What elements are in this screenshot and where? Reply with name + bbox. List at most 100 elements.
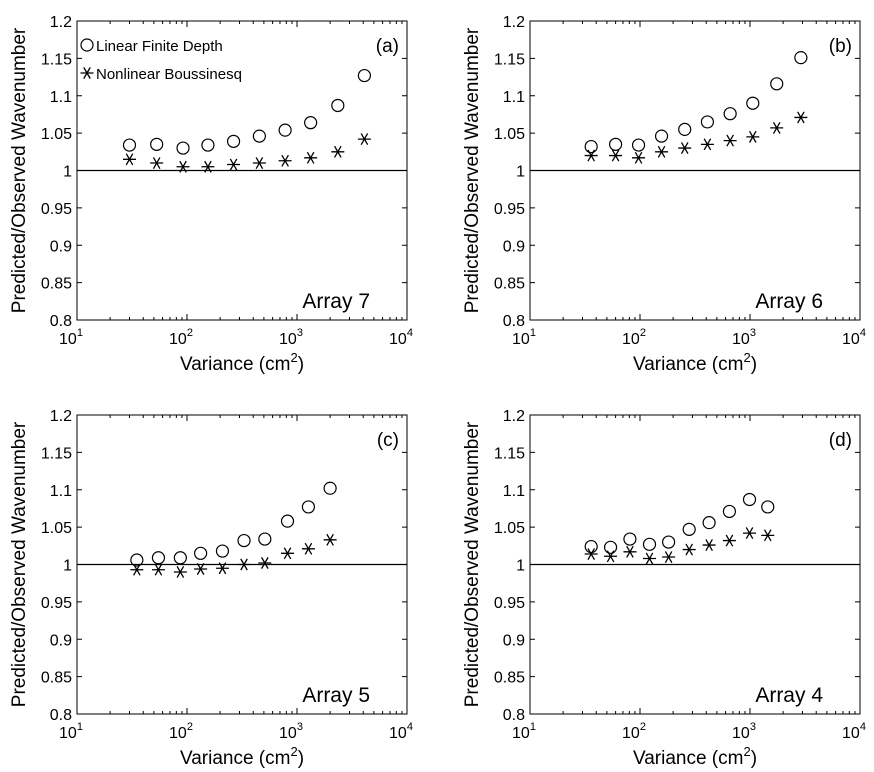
y-tick-label: 0.8 xyxy=(503,707,525,724)
x-tick-label: 102 xyxy=(622,327,646,348)
data-point-asterisk xyxy=(130,563,144,576)
series-nonlinear-boussinesq xyxy=(122,133,371,173)
data-point-asterisk xyxy=(662,551,676,563)
data-point-circle xyxy=(237,533,251,548)
data-point-asterisk xyxy=(173,566,187,578)
data-point-circle xyxy=(700,115,715,129)
data-point-asterisk xyxy=(655,145,669,158)
panel-label: (d) xyxy=(829,430,852,451)
y-tick-label: 1 xyxy=(63,558,72,575)
y-tick-label: 0.85 xyxy=(494,670,525,687)
data-point-circle xyxy=(702,516,716,530)
x-tick-label: 102 xyxy=(169,327,193,348)
data-point-circle xyxy=(746,96,760,110)
panel-label: (c) xyxy=(377,430,399,451)
data-point-circle xyxy=(603,540,618,554)
data-point-circle xyxy=(623,532,637,546)
y-tick-label: 0.9 xyxy=(50,632,72,649)
series-nonlinear-boussinesq xyxy=(584,527,775,565)
x-tick-label: 103 xyxy=(279,327,303,348)
data-point-circle xyxy=(742,492,757,507)
y-tick-label: 0.95 xyxy=(494,595,525,612)
data-point-asterisk xyxy=(770,121,784,134)
data-point-circle xyxy=(608,137,623,151)
series-linear-finite-depth xyxy=(130,481,337,567)
y-tick-label: 0.9 xyxy=(503,632,525,649)
y-tick-label: 0.85 xyxy=(41,276,72,293)
y-tick-label: 1.2 xyxy=(503,408,525,425)
data-point-asterisk xyxy=(722,534,736,547)
x-axis-label: Variance (cm2) xyxy=(180,350,304,375)
y-tick-label: 1.1 xyxy=(50,483,72,500)
series-linear-finite-depth xyxy=(584,492,775,554)
series-nonlinear-boussinesq xyxy=(130,533,337,578)
x-tick-label: 102 xyxy=(622,721,646,742)
data-point-asterisk xyxy=(122,153,136,166)
data-point-asterisk xyxy=(215,562,229,575)
data-point-asterisk xyxy=(237,558,251,571)
y-axis-label: Predicted/Observed Wavenumber xyxy=(462,27,483,313)
data-point-circle xyxy=(301,500,316,514)
data-point-circle xyxy=(176,141,190,155)
data-point-asterisk xyxy=(176,160,190,173)
data-point-circle xyxy=(215,544,230,558)
data-point-circle xyxy=(584,139,598,154)
data-point-asterisk xyxy=(278,154,292,167)
data-point-circle xyxy=(151,551,166,565)
data-point-circle xyxy=(304,116,318,130)
data-point-circle xyxy=(258,532,272,546)
y-tick-label: 0.95 xyxy=(41,201,72,218)
data-point-circle xyxy=(662,535,676,549)
y-tick-label: 0.9 xyxy=(503,238,525,255)
data-point-asterisk xyxy=(258,557,272,569)
data-point-asterisk xyxy=(252,157,266,169)
data-point-circle xyxy=(323,481,337,495)
panel-label: (b) xyxy=(829,36,852,57)
data-point-circle xyxy=(150,137,164,151)
x-tick-label: 102 xyxy=(169,721,193,742)
y-tick-label: 1.15 xyxy=(41,445,72,462)
x-axis-label: Variance (cm2) xyxy=(633,744,757,769)
x-tick-label: 104 xyxy=(842,327,866,348)
data-point-circle xyxy=(280,514,295,528)
panel-label: (a) xyxy=(376,36,399,57)
data-point-asterisk xyxy=(723,134,737,147)
data-point-circle xyxy=(682,522,696,536)
data-point-circle xyxy=(631,138,646,152)
y-tick-label: 0.8 xyxy=(50,707,72,724)
y-tick-label: 0.8 xyxy=(503,313,525,330)
x-tick-label: 101 xyxy=(59,721,83,742)
array-annotation: Array 4 xyxy=(755,684,823,707)
y-tick-label: 1 xyxy=(516,164,525,181)
series-nonlinear-boussinesq xyxy=(584,111,808,164)
x-tick-label: 103 xyxy=(732,721,756,742)
panel-3: 0.8 0.85 0.9 0.95 1 1.05 1.1 1.15 1.2 101 102 103 10… xyxy=(9,408,413,769)
panel-1: 0.8 0.85 0.9 0.95 1 1.05 1.1 1.15 1.2 101 102 103 10… xyxy=(9,14,413,375)
data-point-circle xyxy=(80,38,94,52)
legend-label: Nonlinear Boussinesq xyxy=(96,66,242,83)
data-point-asterisk xyxy=(304,151,318,164)
array-annotation: Array 7 xyxy=(302,290,370,313)
panel-4: 0.8 0.85 0.9 0.95 1 1.05 1.1 1.15 1.2 101 102 103 10… xyxy=(462,408,866,769)
data-point-asterisk xyxy=(604,550,618,563)
data-point-asterisk xyxy=(150,157,164,169)
y-tick-label: 1.1 xyxy=(503,483,525,500)
data-point-asterisk xyxy=(623,545,637,558)
data-point-circle xyxy=(761,500,775,514)
data-point-asterisk xyxy=(746,130,760,143)
data-point-asterisk xyxy=(702,539,716,552)
data-point-asterisk xyxy=(682,543,696,556)
data-point-asterisk xyxy=(357,133,371,146)
data-point-circle xyxy=(654,129,669,143)
y-axis-label: Predicted/Observed Wavenumber xyxy=(9,27,30,313)
data-point-circle xyxy=(723,107,737,121)
y-axis-label: Predicted/Observed Wavenumber xyxy=(462,421,483,707)
data-point-circle xyxy=(794,51,808,65)
data-point-asterisk xyxy=(227,158,241,171)
data-point-circle xyxy=(201,138,215,152)
data-point-asterisk xyxy=(331,145,345,158)
data-point-asterisk xyxy=(609,149,623,162)
y-tick-label: 1.2 xyxy=(50,408,72,425)
data-point-asterisk xyxy=(323,533,337,546)
